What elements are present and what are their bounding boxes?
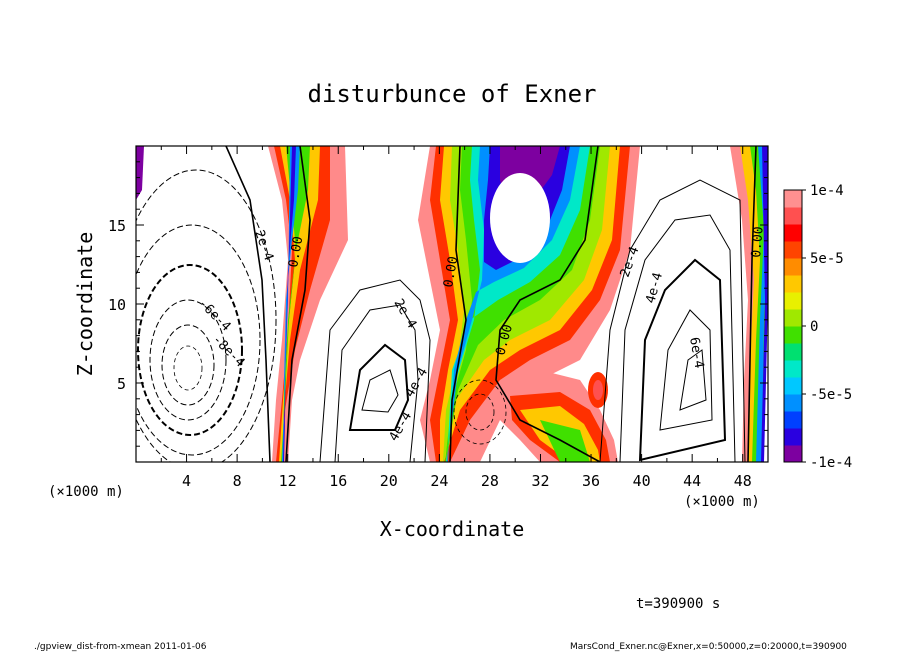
colorbar-tick-label: 5e-5 xyxy=(810,251,844,267)
colorbar-segment xyxy=(784,394,802,412)
colorbar-tick-label: 1e-4 xyxy=(810,183,844,199)
footer-left: ./gpview_dist-from-xmean 2011-01-06 xyxy=(34,642,207,652)
colorbar-segment xyxy=(784,207,802,225)
x-tick-label: 44 xyxy=(683,472,701,490)
contour-label: 0.00 xyxy=(286,235,306,268)
x-tick-label: 36 xyxy=(582,472,600,490)
x-axis-label: X-coordinate xyxy=(380,517,525,541)
footer-right: MarsCond_Exner.nc@Exner,x=0:50000,z=0:20… xyxy=(570,642,847,652)
y-tick-label: 5 xyxy=(117,375,126,393)
colorbar-segment xyxy=(784,360,802,378)
filled-contours xyxy=(136,146,768,462)
colorbar-ticks: 1e-4 5e-5 0 -5e-5 -1e-4 xyxy=(802,183,852,471)
contour-label: -6e-4 xyxy=(195,296,233,334)
colorbar-tick-label: -5e-5 xyxy=(810,387,852,403)
x-tick-label: 20 xyxy=(380,472,398,490)
x-tick-label: 28 xyxy=(481,472,499,490)
colorbar-segment xyxy=(784,343,802,361)
contour-label: 4e-4 xyxy=(643,271,666,305)
x-tick-label: 16 xyxy=(329,472,347,490)
colorbar-segment xyxy=(784,241,802,259)
y-tick-label: 15 xyxy=(108,217,126,235)
x-tick-label: 40 xyxy=(633,472,651,490)
colorbar-segment xyxy=(784,275,802,293)
x-tick-label: 8 xyxy=(233,472,242,490)
colorbar-tick-label: 0 xyxy=(810,319,818,335)
colorbar-segment xyxy=(784,411,802,429)
colorbar xyxy=(784,190,802,463)
chart-title: disturbunce of Exner xyxy=(308,80,597,108)
colorbar-segment xyxy=(784,292,802,310)
x-axis: 4 8 12 16 20 24 28 32 36 40 44 48 xyxy=(160,146,752,490)
x-tick-label: 4 xyxy=(182,472,191,490)
colorbar-segment xyxy=(784,428,802,446)
contour-label: 0.00 xyxy=(441,255,461,288)
colorbar-segment xyxy=(784,224,802,242)
contour-lines xyxy=(136,146,757,462)
x-tick-label: 12 xyxy=(279,472,297,490)
x-tick-label: 32 xyxy=(531,472,549,490)
colorbar-tick-label: -1e-4 xyxy=(810,455,852,471)
colorbar-segment xyxy=(784,445,802,463)
x-unit-left: (×1000 m) xyxy=(48,484,124,500)
x-tick-label: 48 xyxy=(734,472,752,490)
contour-label: 2e-4 xyxy=(391,297,420,332)
colorbar-segment xyxy=(784,309,802,327)
x-tick-label: 24 xyxy=(430,472,448,490)
colorbar-segment xyxy=(784,377,802,395)
x-unit-right: (×1000 m) xyxy=(684,494,760,510)
contour-label: 2e-4 xyxy=(251,228,276,263)
y-tick-label: 10 xyxy=(108,296,126,314)
contour-label: 6e-4 xyxy=(686,336,706,370)
time-label: t=390900 s xyxy=(636,596,720,612)
colorbar-segment xyxy=(784,326,802,344)
colorbar-segment xyxy=(784,190,802,208)
colorbar-segment xyxy=(784,258,802,276)
y-axis-label: Z-coordinate xyxy=(73,232,97,377)
y-axis: 5 10 15 xyxy=(108,161,768,447)
contour-label: 0.00 xyxy=(749,226,767,259)
contour-label: 4e-4 xyxy=(386,409,415,444)
